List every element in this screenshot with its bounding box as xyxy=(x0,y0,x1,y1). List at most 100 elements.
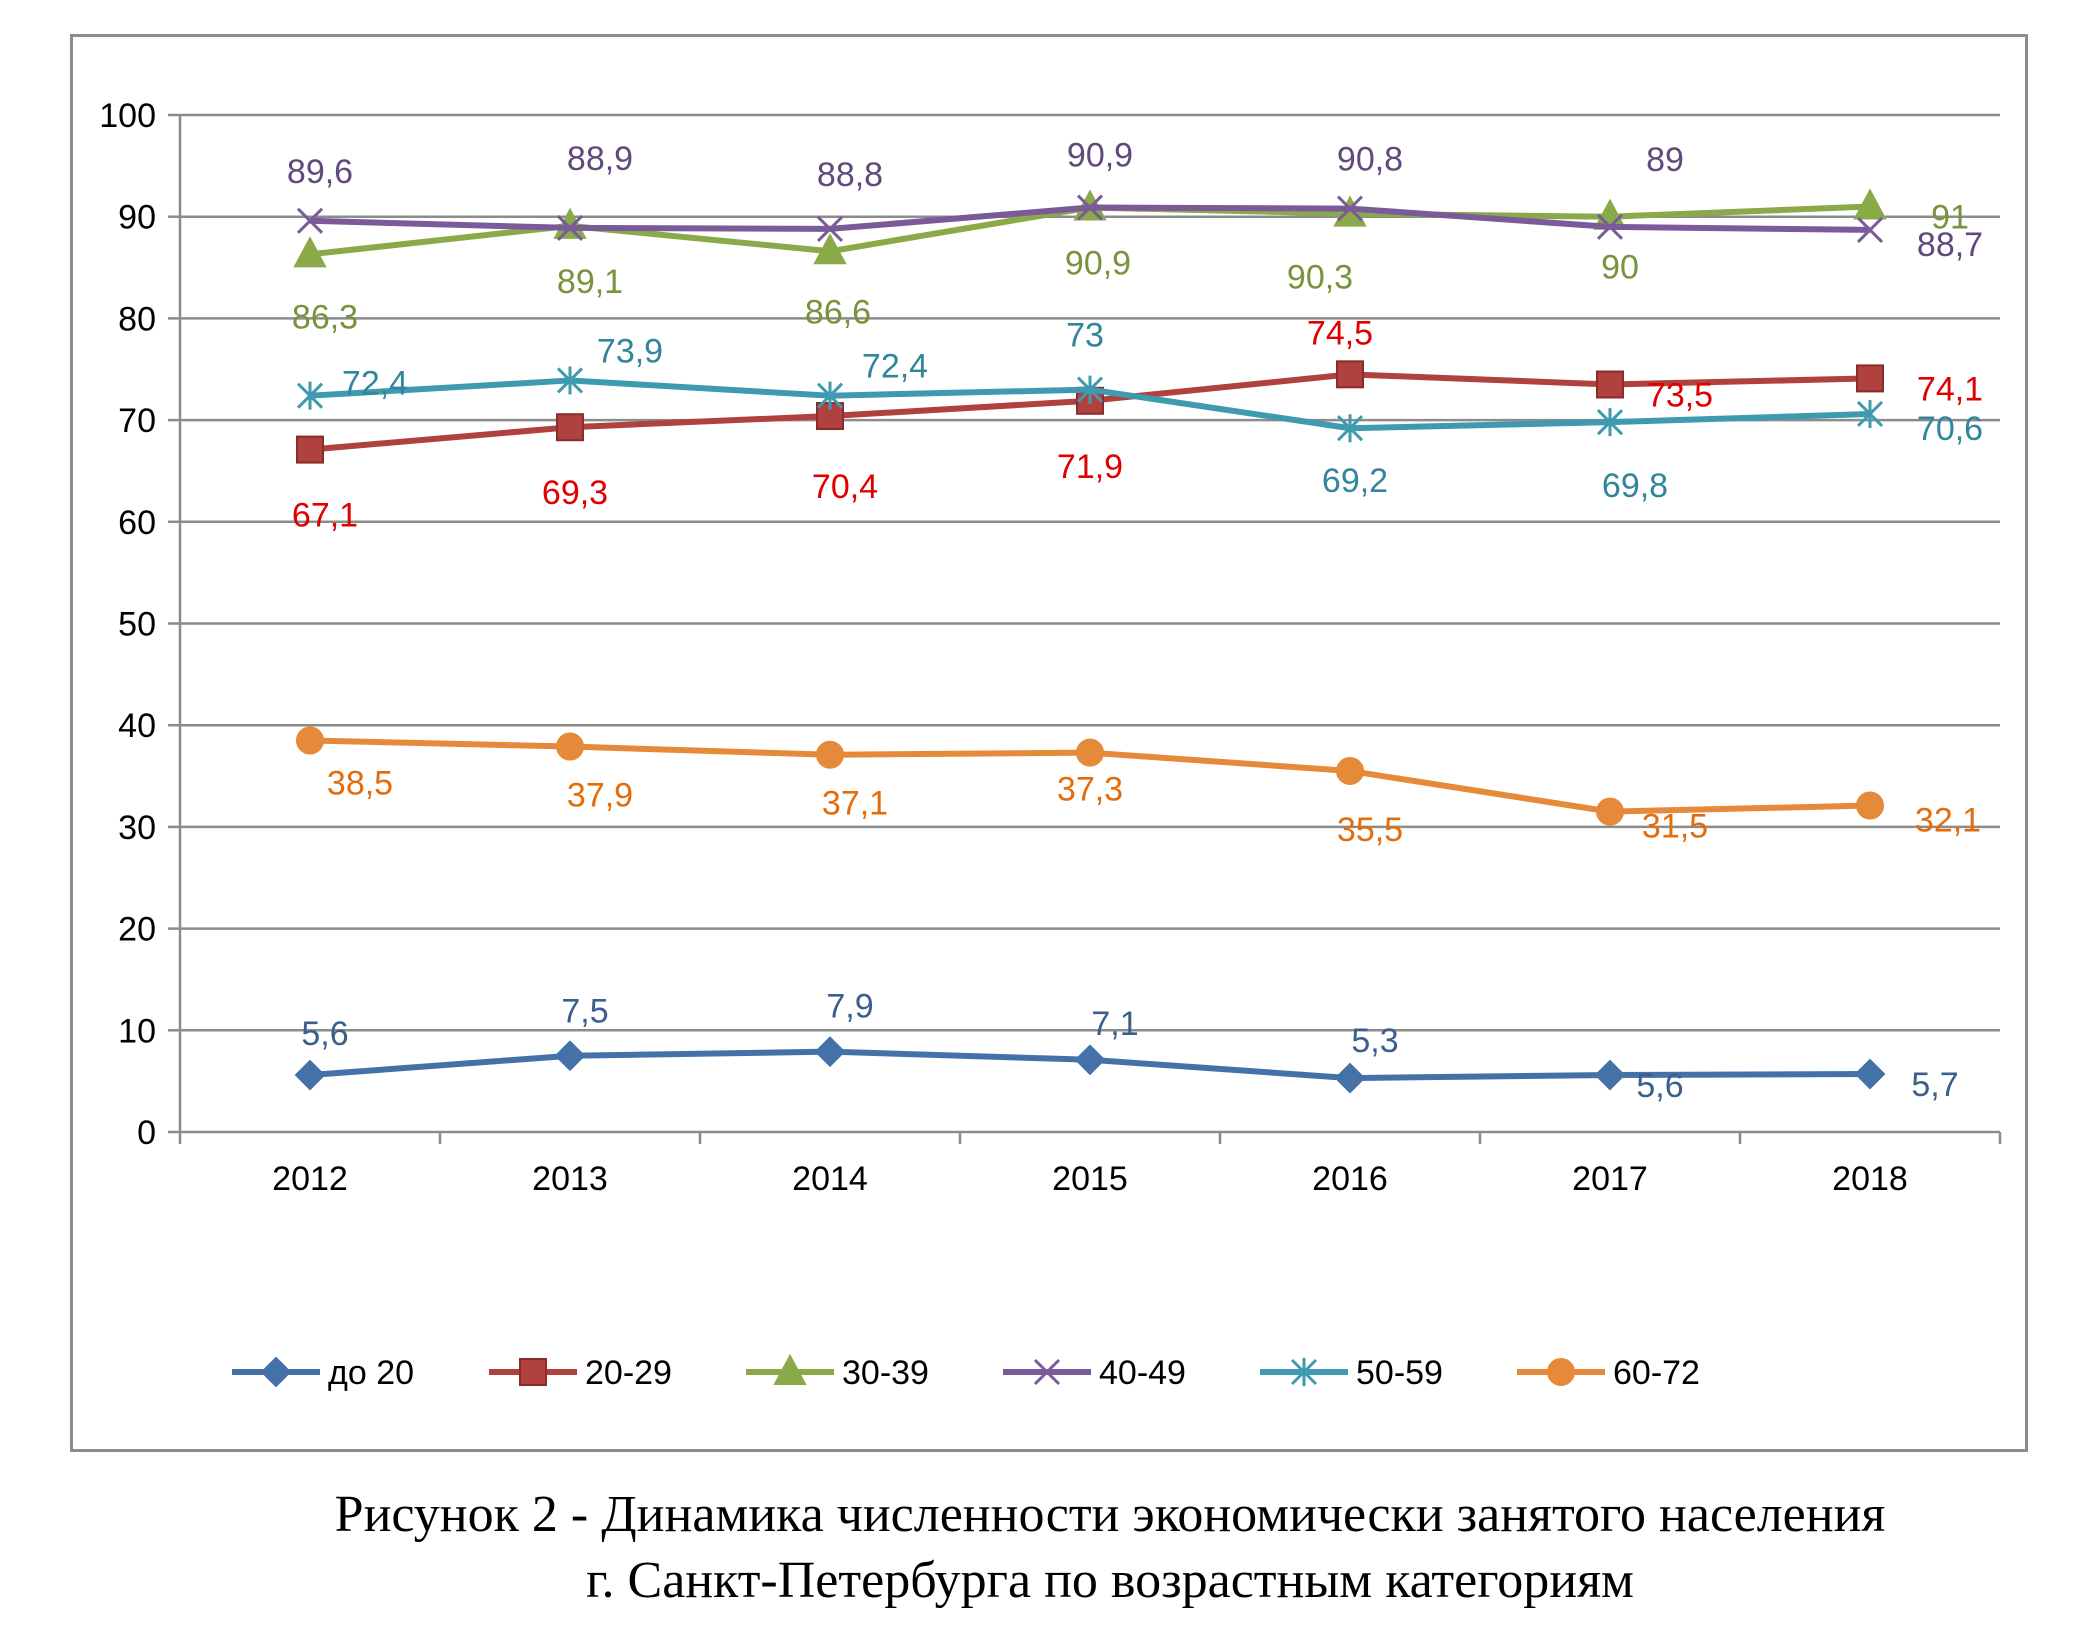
point-40-49-2016 xyxy=(1336,195,1364,222)
data-label-50-59-2015: 73 xyxy=(1066,317,1104,355)
y-tick-label-70: 70 xyxy=(118,402,156,440)
y-tick-label-0: 0 xyxy=(137,1114,156,1152)
y-tick-label-40: 40 xyxy=(118,707,156,745)
legend-marker-30-39 xyxy=(773,1353,807,1385)
y-tick-label-20: 20 xyxy=(118,911,156,949)
x-tick-label-2014: 2014 xyxy=(792,1160,868,1198)
point-60-72-2017 xyxy=(1596,797,1624,826)
point-60-72-2015 xyxy=(1076,738,1104,767)
figure-caption: Рисунок 2 - Динамика численности экономи… xyxy=(180,1482,2040,1614)
data-label-50-59-2016: 69,2 xyxy=(1322,462,1388,500)
legend-item-60-72: 60-72 xyxy=(1517,1354,1700,1392)
point-20-29-2017 xyxy=(1596,370,1624,399)
data-label-20-29-2018: 74,1 xyxy=(1917,370,1983,408)
point-20-29-2012 xyxy=(296,435,324,464)
point-30-39-2012 xyxy=(293,236,327,268)
data-label-30-39-2018: 91 xyxy=(1931,199,1969,237)
caption-line-1: Рисунок 2 - Динамика численности экономи… xyxy=(334,1486,1886,1543)
data-label-30-39-2013: 89,1 xyxy=(557,263,623,301)
data-label-30-39-2016: 90,3 xyxy=(1287,259,1353,297)
point-40-49-2015 xyxy=(1076,194,1104,221)
data-label-20-29-2012: 67,1 xyxy=(292,497,358,535)
data-label-20-29-2015: 71,9 xyxy=(1057,448,1123,486)
legend-label-60-72: 60-72 xyxy=(1613,1354,1700,1392)
data-label-до 20-2018: 5,7 xyxy=(1911,1066,1958,1104)
y-tick-label-100: 100 xyxy=(99,97,156,135)
legend-marker-50-59 xyxy=(1290,1358,1318,1386)
point-40-49-2014 xyxy=(816,215,844,242)
point-50-59-2016 xyxy=(1336,414,1364,443)
x-tick-label-2018: 2018 xyxy=(1832,1160,1908,1198)
legend-item-40-49: 40-49 xyxy=(1003,1354,1186,1392)
point-до 20-2017 xyxy=(1594,1059,1626,1091)
data-label-60-72-2017: 31,5 xyxy=(1642,808,1708,846)
x-tick-label-2016: 2016 xyxy=(1312,1160,1388,1198)
data-label-40-49-2012: 89,6 xyxy=(287,153,353,191)
data-label-40-49-2015: 90,9 xyxy=(1067,137,1133,175)
data-label-до 20-2014: 7,9 xyxy=(826,988,873,1026)
point-30-39-2013 xyxy=(553,207,587,239)
data-label-до 20-2015: 7,1 xyxy=(1091,1005,1138,1043)
data-label-30-39-2017: 90 xyxy=(1601,249,1639,287)
data-label-20-29-2013: 69,3 xyxy=(542,474,608,512)
data-label-20-29-2016: 74,5 xyxy=(1307,314,1373,352)
data-label-60-72-2015: 37,3 xyxy=(1057,771,1123,809)
point-30-39-2014 xyxy=(813,233,847,265)
data-label-50-59-2018: 70,6 xyxy=(1917,410,1983,448)
data-label-30-39-2015: 90,9 xyxy=(1065,245,1131,283)
point-до 20-2012 xyxy=(294,1059,326,1091)
data-label-20-29-2014: 70,4 xyxy=(812,468,878,506)
point-60-72-2012 xyxy=(296,726,324,755)
x-tick-label-2013: 2013 xyxy=(532,1160,608,1198)
legend-item-30-39: 30-39 xyxy=(746,1353,929,1392)
point-50-59-2014 xyxy=(816,381,844,410)
data-label-60-72-2012: 38,5 xyxy=(327,764,393,802)
point-20-29-2018 xyxy=(1856,364,1884,393)
data-label-до 20-2012: 5,6 xyxy=(301,1015,348,1053)
legend-item-до 20: до 20 xyxy=(232,1354,414,1392)
y-tick-label-80: 80 xyxy=(118,300,156,338)
point-20-29-2016 xyxy=(1336,360,1364,389)
point-60-72-2014 xyxy=(816,740,844,769)
point-40-49-2017 xyxy=(1596,213,1624,240)
legend-marker-60-72 xyxy=(1547,1358,1575,1386)
point-40-49-2013 xyxy=(556,214,584,241)
data-label-40-49-2018: 88,7 xyxy=(1917,226,1983,264)
legend-label-50-59: 50-59 xyxy=(1356,1354,1443,1392)
data-label-60-72-2013: 37,9 xyxy=(567,777,633,815)
y-tick-label-60: 60 xyxy=(118,504,156,542)
data-label-30-39-2014: 86,6 xyxy=(805,293,871,331)
point-40-49-2012 xyxy=(296,207,324,234)
legend-label-до 20: до 20 xyxy=(328,1354,414,1392)
data-label-60-72-2014: 37,1 xyxy=(822,785,888,823)
y-tick-label-10: 10 xyxy=(118,1012,156,1050)
data-label-до 20-2016: 5,3 xyxy=(1351,1022,1398,1060)
data-label-60-72-2016: 35,5 xyxy=(1337,811,1403,849)
data-label-50-59-2014: 72,4 xyxy=(862,348,928,386)
data-label-до 20-2013: 7,5 xyxy=(561,993,608,1031)
x-tick-label-2012: 2012 xyxy=(272,1160,348,1198)
point-50-59-2013 xyxy=(556,366,584,395)
point-50-59-2018 xyxy=(1856,399,1884,428)
legend-label-20-29: 20-29 xyxy=(585,1354,672,1392)
point-до 20-2016 xyxy=(1334,1062,1366,1094)
data-label-40-49-2014: 88,8 xyxy=(817,156,883,194)
data-label-20-29-2017: 73,5 xyxy=(1647,377,1713,415)
x-tick-label-2017: 2017 xyxy=(1572,1160,1648,1198)
point-60-72-2016 xyxy=(1336,756,1364,785)
data-label-40-49-2017: 89 xyxy=(1646,141,1684,179)
legend-marker-до 20 xyxy=(260,1356,292,1388)
data-label-40-49-2016: 90,8 xyxy=(1337,141,1403,179)
point-50-59-2017 xyxy=(1596,408,1624,437)
data-label-50-59-2013: 73,9 xyxy=(597,332,663,370)
point-30-39-2018 xyxy=(1853,188,1887,220)
legend-marker-40-49 xyxy=(1033,1358,1061,1386)
y-tick-label-90: 90 xyxy=(118,199,156,237)
y-tick-label-50: 50 xyxy=(118,606,156,644)
point-до 20-2014 xyxy=(814,1036,846,1068)
x-tick-label-2015: 2015 xyxy=(1052,1160,1128,1198)
legend-item-20-29: 20-29 xyxy=(489,1354,672,1392)
point-20-29-2013 xyxy=(556,413,584,442)
y-tick-label-30: 30 xyxy=(118,809,156,847)
